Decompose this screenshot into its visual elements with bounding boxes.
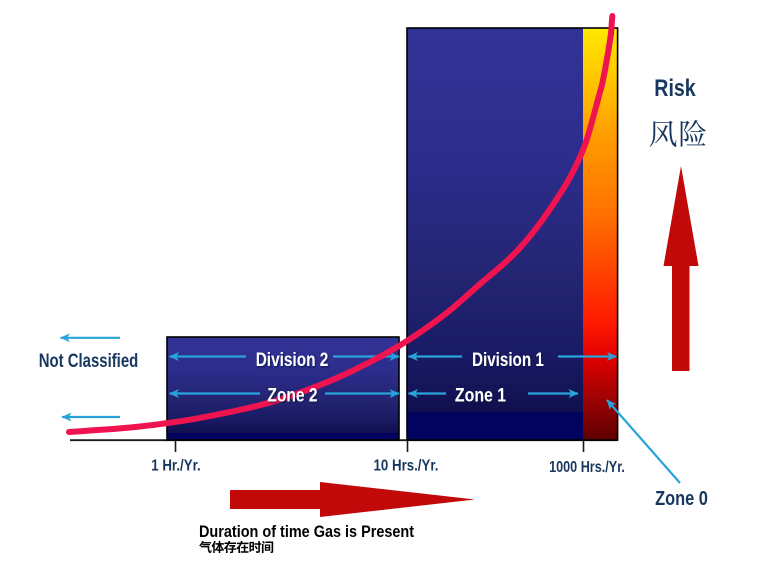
svg-text:1 Hr./Yr.: 1 Hr./Yr. <box>151 457 200 474</box>
svg-text:Zone 1: Zone 1 <box>455 384 506 406</box>
svg-text:Zone 2: Zone 2 <box>267 384 317 406</box>
svg-text:1000 Hrs./Yr.: 1000 Hrs./Yr. <box>549 459 625 477</box>
svg-text:Risk: Risk <box>654 74 696 102</box>
svg-text:Division 2: Division 2 <box>256 348 329 370</box>
svg-text:Duration of time Gas is Presen: Duration of time Gas is Present <box>199 523 415 541</box>
svg-text:Division 1: Division 1 <box>472 348 544 370</box>
svg-text:10 Hrs./Yr.: 10 Hrs./Yr. <box>374 457 439 474</box>
svg-text:Zone 0: Zone 0 <box>655 486 708 509</box>
svg-text:Not Classified: Not Classified <box>39 350 138 371</box>
